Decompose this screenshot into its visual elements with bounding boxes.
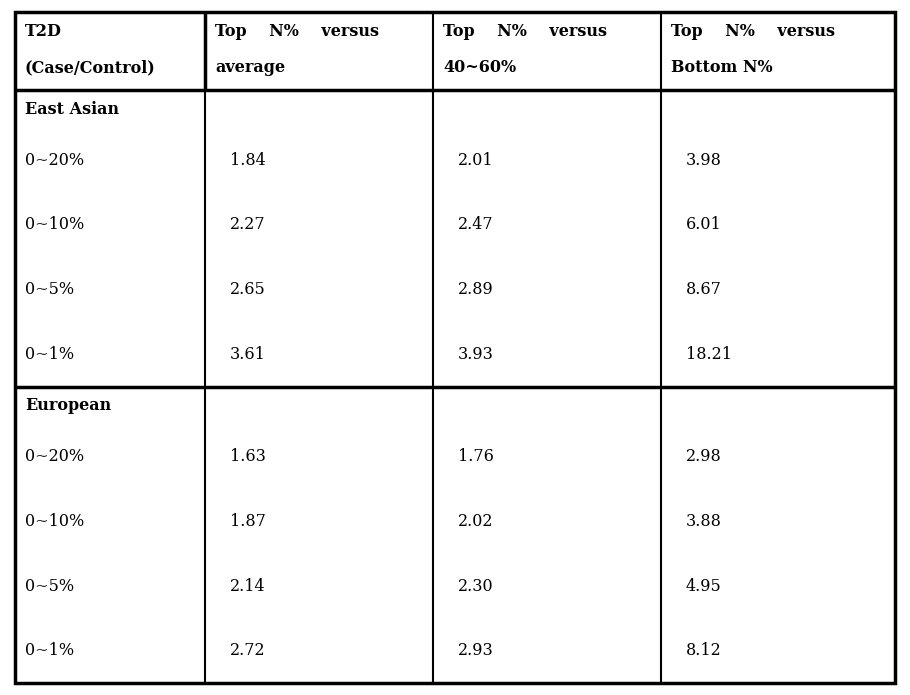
Text: 1.63: 1.63: [230, 448, 266, 466]
Text: 1.76: 1.76: [458, 448, 494, 466]
Text: 1.84: 1.84: [230, 152, 266, 169]
Text: 0~20%: 0~20%: [25, 152, 84, 169]
Text: 4.95: 4.95: [686, 578, 722, 594]
Text: 0~1%: 0~1%: [25, 345, 74, 363]
Text: 18.21: 18.21: [686, 345, 732, 363]
Text: 3.93: 3.93: [458, 345, 494, 363]
Text: 3.98: 3.98: [686, 152, 722, 169]
Text: 0~1%: 0~1%: [25, 642, 74, 659]
Text: European: European: [25, 397, 111, 414]
Text: 3.61: 3.61: [230, 345, 266, 363]
Text: 2.89: 2.89: [458, 281, 494, 298]
Text: 2.27: 2.27: [230, 216, 266, 234]
Text: 6.01: 6.01: [686, 216, 722, 234]
Text: 2.65: 2.65: [230, 281, 266, 298]
Text: East Asian: East Asian: [25, 101, 119, 117]
Text: Top    N%    versus: Top N% versus: [443, 24, 607, 40]
Text: Top    N%    versus: Top N% versus: [671, 24, 835, 40]
Text: 0~10%: 0~10%: [25, 216, 85, 234]
Text: 2.93: 2.93: [458, 642, 494, 659]
Text: Top    N%    versus: Top N% versus: [215, 24, 379, 40]
Text: 2.14: 2.14: [230, 578, 266, 594]
Text: 2.02: 2.02: [458, 513, 493, 530]
Text: 2.98: 2.98: [686, 448, 722, 466]
Text: 2.01: 2.01: [458, 152, 493, 169]
Text: 0~20%: 0~20%: [25, 448, 84, 466]
Text: 3.88: 3.88: [686, 513, 722, 530]
Text: (Case/Control): (Case/Control): [25, 60, 156, 76]
Text: T2D: T2D: [25, 24, 62, 40]
Text: 2.30: 2.30: [458, 578, 493, 594]
Text: 8.67: 8.67: [686, 281, 722, 298]
Text: 2.47: 2.47: [458, 216, 493, 234]
Text: 8.12: 8.12: [686, 642, 722, 659]
Text: 0~10%: 0~10%: [25, 513, 85, 530]
Text: 0~5%: 0~5%: [25, 281, 74, 298]
Text: average: average: [215, 60, 285, 76]
Text: 0~5%: 0~5%: [25, 578, 74, 594]
Text: 2.72: 2.72: [230, 642, 266, 659]
Text: Bottom N%: Bottom N%: [671, 60, 773, 76]
Text: 1.87: 1.87: [230, 513, 266, 530]
Text: 40~60%: 40~60%: [443, 60, 516, 76]
